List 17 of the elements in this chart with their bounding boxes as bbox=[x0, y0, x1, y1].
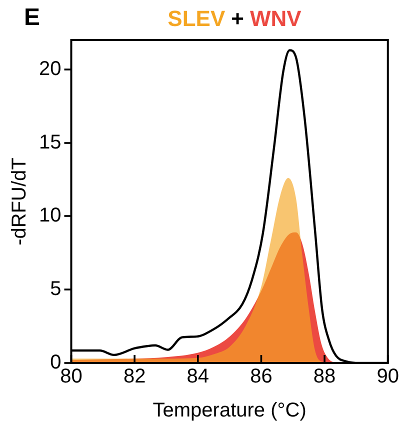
x-tick-label: 82 bbox=[123, 366, 146, 388]
y-tick-label: 5 bbox=[50, 278, 62, 300]
x-tick-label: 86 bbox=[250, 366, 272, 388]
y-axis-title: -dRFU/dT bbox=[8, 158, 31, 246]
text: + bbox=[231, 6, 244, 31]
y-tick-label: 15 bbox=[38, 131, 62, 154]
y-tick-label: 0 bbox=[50, 352, 62, 374]
x-tick-label: 88 bbox=[313, 366, 336, 388]
y-tick-label: 20 bbox=[38, 58, 62, 80]
x-tick-label: 84 bbox=[186, 366, 210, 388]
x-tick-label: 90 bbox=[376, 366, 399, 388]
text: SLEV bbox=[168, 6, 226, 31]
text: WNV bbox=[250, 6, 302, 31]
x-tick-label: 80 bbox=[60, 366, 82, 388]
text: E bbox=[24, 4, 40, 32]
y-tick-label: 10 bbox=[38, 204, 62, 227]
x-axis-title: Temperature (°C) bbox=[152, 400, 306, 422]
